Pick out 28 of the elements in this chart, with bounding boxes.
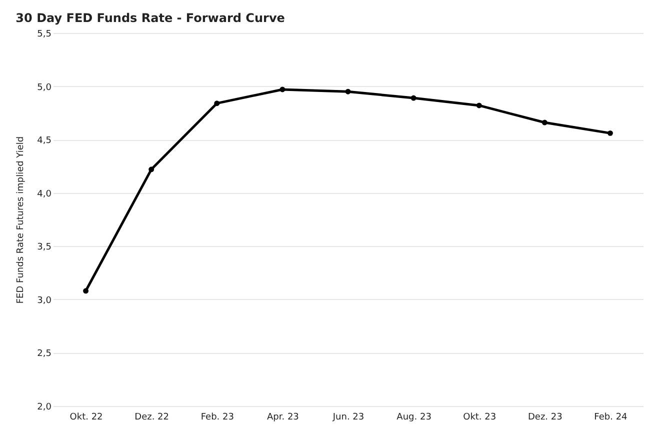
point (148, 166, 154, 172)
y-tick-label: 3,0 (37, 296, 52, 306)
x-tick-label: Feb. 23 (200, 412, 234, 422)
x-tick-label: Dez. 23 (528, 412, 562, 422)
point (280, 86, 286, 92)
y-tick-label: 3,5 (37, 242, 52, 253)
x-tick-label: Okt. 22 (70, 412, 103, 422)
y-tick-label: 2,5 (37, 349, 52, 360)
point (542, 120, 548, 126)
point (83, 288, 89, 294)
y-tick-label: 5,5 (37, 30, 52, 40)
point (345, 88, 351, 94)
x-tick-label: Aug. 23 (396, 412, 432, 422)
point (476, 102, 482, 108)
y-axis-title: FED Funds Rate Futures implied Yield (16, 136, 26, 304)
x-tick-label: Jun. 23 (332, 412, 364, 422)
point (607, 130, 613, 136)
x-tick-label: Feb. 24 (594, 412, 628, 422)
y-tick-label: 4,0 (37, 189, 52, 200)
chart-title: 30 Day FED Funds Rate - Forward Curve (16, 11, 285, 25)
x-tick-label: Dez. 22 (134, 412, 170, 422)
x-tick-label: Okt. 23 (463, 412, 496, 422)
y-tick-label: 2,0 (37, 402, 52, 412)
point (410, 95, 416, 101)
y-tick-label: 5,0 (37, 82, 52, 93)
y-tick-label: 4,5 (37, 136, 52, 146)
point (214, 100, 220, 106)
x-tick-label: Apr. 23 (266, 412, 299, 422)
